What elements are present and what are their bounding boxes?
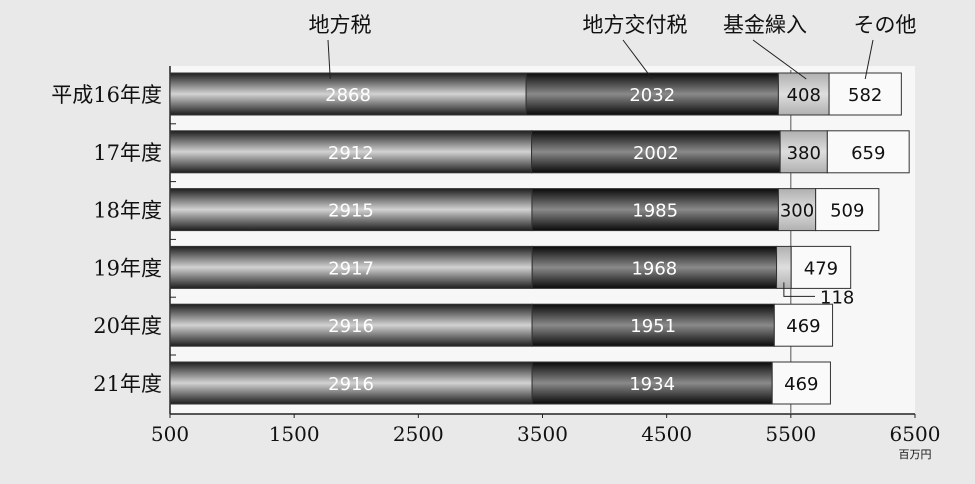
legend-label: 基金繰入 — [723, 13, 807, 37]
bar-chihouzei-value-label: 2916 — [328, 374, 374, 395]
bar-kikin-kurii-value-label: 408 — [787, 85, 821, 106]
bar-chihou-koufuzei — [531, 130, 781, 174]
bar-sonota — [771, 361, 831, 405]
category-label: 18年度 — [93, 199, 162, 223]
bar-kikin-kurii — [777, 72, 830, 116]
category-label: 17年度 — [93, 141, 162, 165]
bar-sonota — [815, 188, 880, 232]
bar-chihou-koufuzei — [531, 361, 773, 405]
bar-kikin-kurii-value-label: 380 — [787, 143, 821, 164]
bar-chihou-koufuzei-value-label: 1951 — [630, 316, 676, 337]
bar-chihouzei-value-label: 2916 — [328, 316, 374, 337]
category-label: 平成16年度 — [51, 83, 162, 107]
bar-chihouzei-value-label: 2915 — [328, 201, 374, 222]
x-tick-label: 1500 — [269, 422, 320, 446]
bar-chihouzei — [169, 130, 533, 174]
annotation-leader — [783, 282, 815, 297]
bar-sonota-value-label: 582 — [848, 85, 882, 106]
bar-chihou-koufuzei — [525, 72, 779, 116]
legend-leader-line — [752, 39, 807, 80]
bar-chihou-koufuzei-value-label: 1985 — [632, 201, 678, 222]
legend-leader-line — [864, 39, 874, 80]
bar-chihou-koufuzei-value-label: 2032 — [629, 85, 675, 106]
bar-chihou-koufuzei — [531, 188, 779, 232]
category-label: 19年度 — [93, 256, 162, 280]
bar-chihou-koufuzei-value-label: 2002 — [633, 143, 679, 164]
bar-chihouzei-value-label: 2912 — [328, 143, 374, 164]
category-label: 21年度 — [93, 372, 162, 396]
bar-kikin-kurii — [776, 245, 792, 289]
x-tick-label: 5500 — [765, 422, 816, 446]
bar-sonota — [790, 245, 852, 289]
x-tick-label: 6500 — [890, 422, 941, 446]
bar-sonota-value-label: 469 — [784, 374, 818, 395]
bar-chihouzei — [169, 303, 533, 347]
bar-chihou-koufuzei-value-label: 1934 — [629, 374, 675, 395]
x-tick-label: 4500 — [641, 422, 692, 446]
legend-leader-line — [622, 39, 653, 80]
bar-chihouzei — [169, 361, 533, 405]
bar-sonota-value-label: 659 — [851, 143, 885, 164]
legend-label: その他 — [854, 13, 917, 37]
bar-sonota — [773, 303, 834, 347]
bar-chihouzei-value-label: 2868 — [325, 85, 371, 106]
axis-layer: 500 1500 2500 3500 4500 5500 6500 百万円 — [151, 66, 941, 461]
category-label: 20年度 — [93, 314, 162, 338]
bar-layer — [169, 72, 910, 405]
x-tick-label: 500 — [151, 422, 189, 446]
x-tick-label: 3500 — [517, 422, 568, 446]
legend-leader-line — [327, 39, 331, 80]
bar-sonota-value-label: 469 — [786, 316, 820, 337]
bar-sonota — [828, 72, 902, 116]
bar-sonota-value-label: 479 — [804, 258, 838, 279]
bar-chihouzei-value-label: 2917 — [328, 258, 374, 279]
bar-chihou-koufuzei-value-label: 1968 — [631, 258, 677, 279]
annotation-label: 118 — [820, 287, 854, 308]
x-tick-label: 2500 — [393, 422, 444, 446]
bar-kikin-kurii-value-label: 300 — [780, 201, 814, 222]
legend-layer: 地方税 地方交付税 基金繰入 その他 — [309, 13, 917, 80]
legend-label: 地方税 — [309, 13, 372, 37]
bar-chihouzei — [169, 188, 533, 232]
bar-sonota — [826, 130, 910, 174]
legend-label: 地方交付税 — [583, 13, 688, 37]
bar-chihouzei — [169, 245, 533, 289]
label-layer: 平成16年度 2868 2032 408 582 17年度 2912 2002 380 659 18… — [51, 83, 885, 396]
bar-sonota-value-label: 509 — [830, 201, 864, 222]
x-axis-unit: 百万円 — [899, 448, 932, 461]
bar-chihouzei — [169, 72, 527, 116]
bar-chihou-koufuzei — [531, 303, 775, 347]
